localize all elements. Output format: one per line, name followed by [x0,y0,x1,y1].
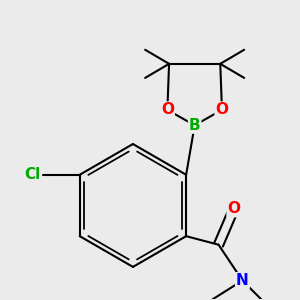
Text: O: O [215,102,229,117]
Text: O: O [227,201,240,216]
Text: N: N [236,273,249,288]
Text: Cl: Cl [25,167,41,182]
Text: O: O [161,102,174,117]
Text: B: B [189,118,200,133]
